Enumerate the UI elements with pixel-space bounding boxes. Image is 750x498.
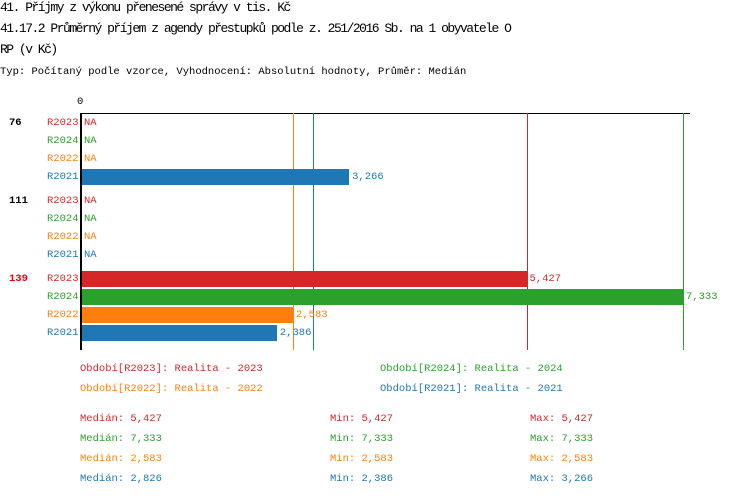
- median-line-R2021: [313, 113, 314, 350]
- legend-item: Období[R2023]: Realita - 2023: [80, 363, 263, 375]
- data-label: NA: [84, 213, 97, 225]
- data-label: 2,386: [279, 327, 312, 339]
- data-label: 3,266: [352, 171, 384, 183]
- legend-item: Období[R2022]: Realita - 2022: [80, 383, 263, 395]
- top-axis-line: [81, 113, 690, 114]
- median-line-R2024: [683, 113, 684, 350]
- data-label: NA: [84, 117, 97, 129]
- stat-min: Min: 5,427: [330, 413, 394, 425]
- group-label: 111: [9, 195, 28, 207]
- bar: [81, 271, 527, 287]
- y-axis-line: [80, 113, 82, 350]
- series-label: R2023: [47, 195, 79, 207]
- stat-median: Medián: 7,333: [80, 433, 162, 445]
- stat-max: Max: 2,583: [530, 453, 594, 465]
- series-label: R2023: [47, 273, 79, 285]
- bar: [81, 289, 683, 305]
- series-label: R2021: [47, 171, 79, 183]
- series-label: R2023: [47, 117, 79, 129]
- series-label: R2024: [47, 291, 79, 303]
- bar: [81, 307, 294, 323]
- data-label: NA: [84, 195, 97, 207]
- series-label: R2024: [47, 135, 79, 147]
- median-line-R2022: [293, 113, 294, 350]
- stat-median: Medián: 2,826: [80, 473, 162, 485]
- stat-max: Max: 5,427: [530, 413, 594, 425]
- type-line: Typ: Počítaný podle vzorce, Vyhodnocení:…: [0, 66, 467, 78]
- series-label: R2022: [47, 153, 79, 165]
- legend-item: Období[R2024]: Realita - 2024: [380, 363, 563, 375]
- series-label: R2022: [47, 309, 79, 321]
- stat-median: Medián: 2,583: [80, 453, 162, 465]
- bar: [81, 325, 277, 341]
- stat-min: Min: 7,333: [330, 433, 394, 445]
- data-label: 7,333: [686, 291, 718, 303]
- series-label: R2024: [47, 213, 79, 225]
- series-label: R2021: [47, 327, 79, 339]
- bar: [81, 169, 350, 185]
- series-label: R2021: [47, 249, 79, 261]
- data-label: 2,583: [296, 309, 328, 321]
- stat-max: Max: 7,333: [530, 433, 594, 445]
- x-tick-label: 0: [77, 96, 84, 108]
- data-label: NA: [84, 153, 97, 165]
- data-label: NA: [84, 249, 97, 261]
- chart-title: 41. Příjmy z výkonu přenesené správy v t…: [0, 0, 291, 15]
- data-label: NA: [84, 231, 97, 243]
- stat-min: Min: 2,583: [330, 453, 394, 465]
- chart-subtitle-cont: RP (v Kč): [0, 42, 58, 57]
- group-label: 76: [9, 117, 22, 129]
- data-label: 5,427: [529, 273, 562, 285]
- data-label: NA: [84, 135, 97, 147]
- median-line-R2023: [527, 113, 528, 350]
- chart-subtitle: 41.17.2 Průměrný příjem z agendy přestup…: [0, 21, 512, 36]
- stat-median: Medián: 5,427: [80, 413, 162, 425]
- series-label: R2022: [47, 231, 79, 243]
- group-label: 139: [9, 273, 28, 285]
- stat-min: Min: 2,386: [330, 473, 394, 485]
- legend-item: Období[R2021]: Realita - 2021: [380, 383, 563, 395]
- stat-max: Max: 3,266: [530, 473, 594, 485]
